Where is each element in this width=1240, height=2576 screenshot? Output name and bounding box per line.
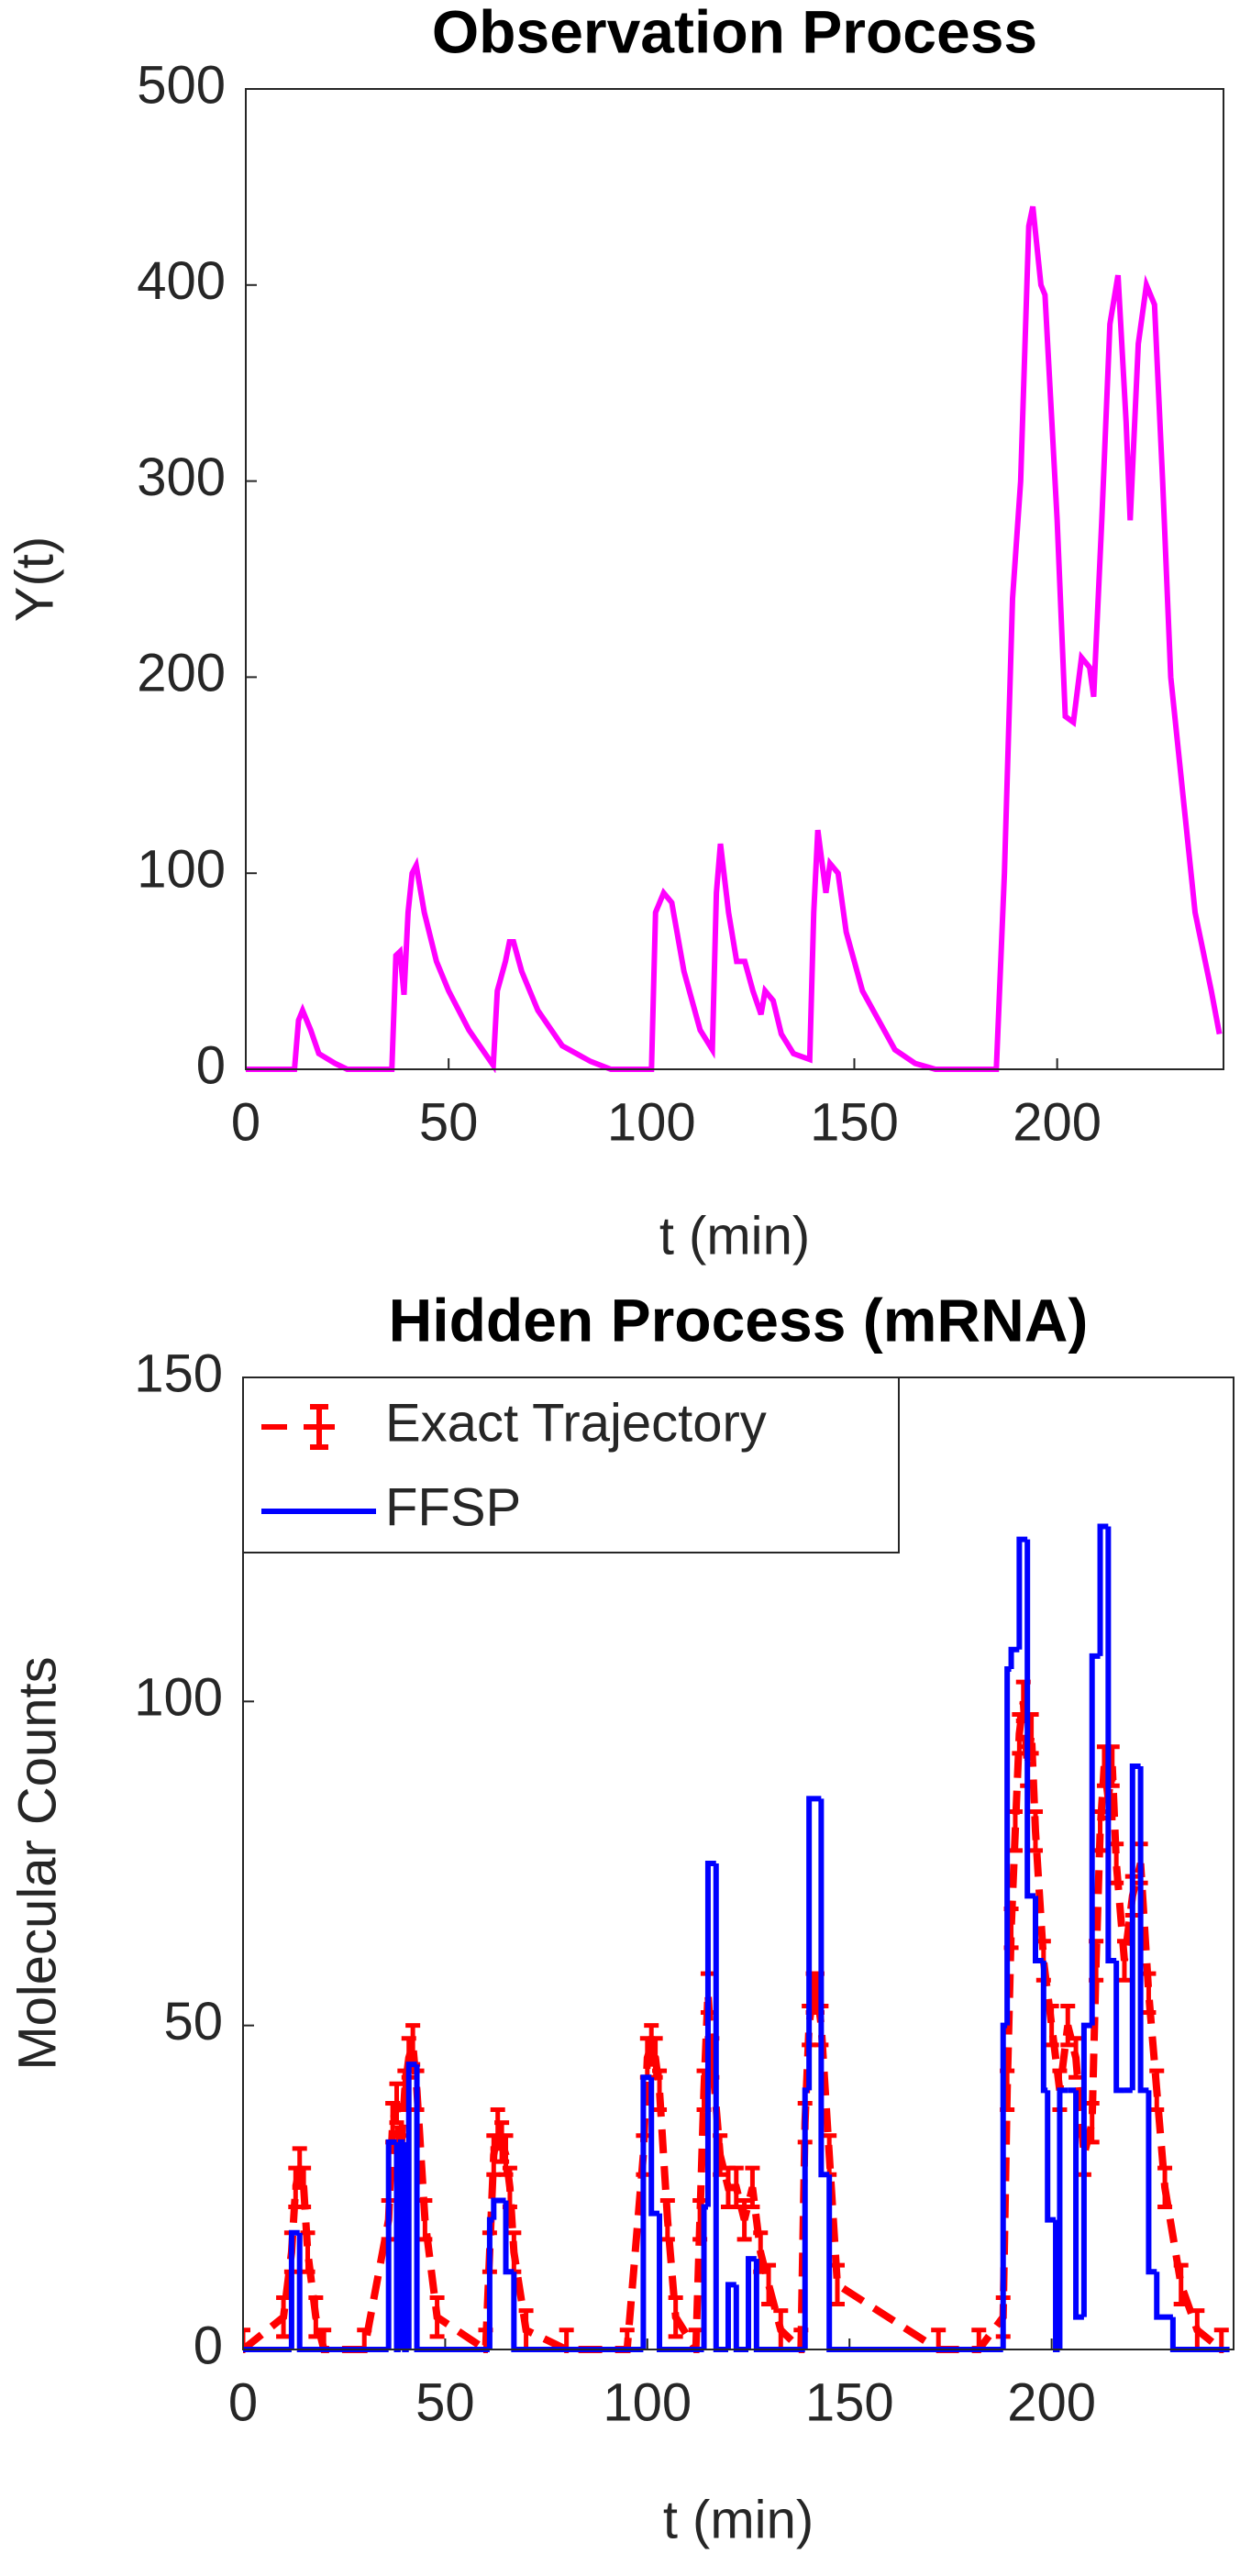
error-bar (276, 2294, 292, 2339)
x-tick-label: 100 (607, 1092, 696, 1152)
error-bar (417, 2197, 433, 2242)
error-bar (1109, 1841, 1124, 1885)
x-tick-label: 150 (810, 1092, 899, 1152)
legend-swatch (261, 1404, 335, 1450)
error-bar (652, 2068, 668, 2113)
y-tick-label: 500 (137, 55, 226, 115)
stair-step (491, 2197, 506, 2220)
error-bar (1068, 2036, 1084, 2080)
x-tick-label: 50 (419, 1092, 479, 1152)
y-tick-label: 200 (137, 644, 226, 703)
error-bar (761, 2262, 777, 2307)
chart-title: Observation Process (432, 0, 1037, 65)
error-bar (1060, 2003, 1076, 2048)
y-tick-label: 400 (137, 251, 226, 311)
x-tick-label: 50 (415, 2372, 475, 2432)
error-bar (1084, 2100, 1100, 2145)
error-bar (1173, 2262, 1189, 2307)
legend-label: FFSP (385, 1477, 521, 1537)
data-line (246, 205, 1223, 1073)
stair-step (826, 2174, 1003, 2352)
error-bar (1044, 2003, 1059, 2048)
stair-step (806, 1796, 822, 2091)
error-bar (1092, 1808, 1108, 1853)
error-bar (300, 2230, 316, 2274)
x-axis-label: t (min) (663, 2490, 814, 2549)
y-tick-label: 100 (137, 840, 226, 900)
error-bar (1028, 1808, 1043, 1853)
error-bar (1141, 1971, 1157, 2016)
x-tick-label: 0 (228, 2372, 258, 2432)
stair-step (486, 2217, 494, 2349)
error-bar (659, 2197, 675, 2242)
stair-step (713, 1863, 728, 2352)
y-tick-label: 0 (194, 2316, 223, 2375)
error-bar (296, 2165, 312, 2210)
stair-step (1057, 2087, 1068, 2349)
error-bar (1116, 1939, 1132, 1983)
y-tick-label: 0 (196, 1035, 226, 1095)
legend-label: Exact Trajectory (385, 1393, 767, 1453)
x-tick-label: 200 (1007, 2372, 1096, 2432)
error-bar (1007, 1808, 1023, 1853)
chart-title: Hidden Process (mRNA) (389, 1286, 1089, 1354)
x-tick-label: 0 (231, 1092, 260, 1152)
error-bar (429, 2294, 445, 2339)
y-tick-label: 300 (137, 448, 226, 507)
error-bar (668, 2294, 683, 2339)
error-bar (506, 2230, 522, 2274)
legend-box (242, 1376, 900, 1553)
error-bar (728, 2165, 744, 2210)
y-axis-label: Molecular Counts (7, 1656, 67, 2070)
error-bar (389, 2081, 404, 2126)
stair-step (1113, 1961, 1124, 2094)
axes-box (245, 88, 1224, 1070)
x-tick-label: 200 (1013, 1092, 1102, 1152)
stair-step (701, 2204, 708, 2349)
error-bar (243, 2327, 250, 2353)
x-tick-label: 100 (603, 2372, 692, 2432)
error-bar (822, 2133, 837, 2177)
y-axis-label: Y(t) (5, 536, 64, 622)
y-tick-label: 50 (163, 1992, 223, 2051)
y-tick-label: 150 (134, 1343, 223, 1403)
y-tick-label: 100 (134, 1668, 223, 1728)
stair-step (1008, 1646, 1020, 1669)
stair-step (1004, 1666, 1012, 2026)
stair-step (1154, 2272, 1173, 2320)
x-tick-label: 150 (805, 2372, 894, 2432)
x-axis-label: t (min) (659, 1206, 810, 1266)
error-bar (1157, 2165, 1173, 2210)
error-bar (308, 2294, 324, 2339)
error-bar (745, 2165, 760, 2210)
error-bar (830, 2262, 845, 2307)
stair-step (1105, 1526, 1117, 1963)
error-bar (736, 2197, 752, 2242)
error-bar (1149, 2068, 1165, 2113)
